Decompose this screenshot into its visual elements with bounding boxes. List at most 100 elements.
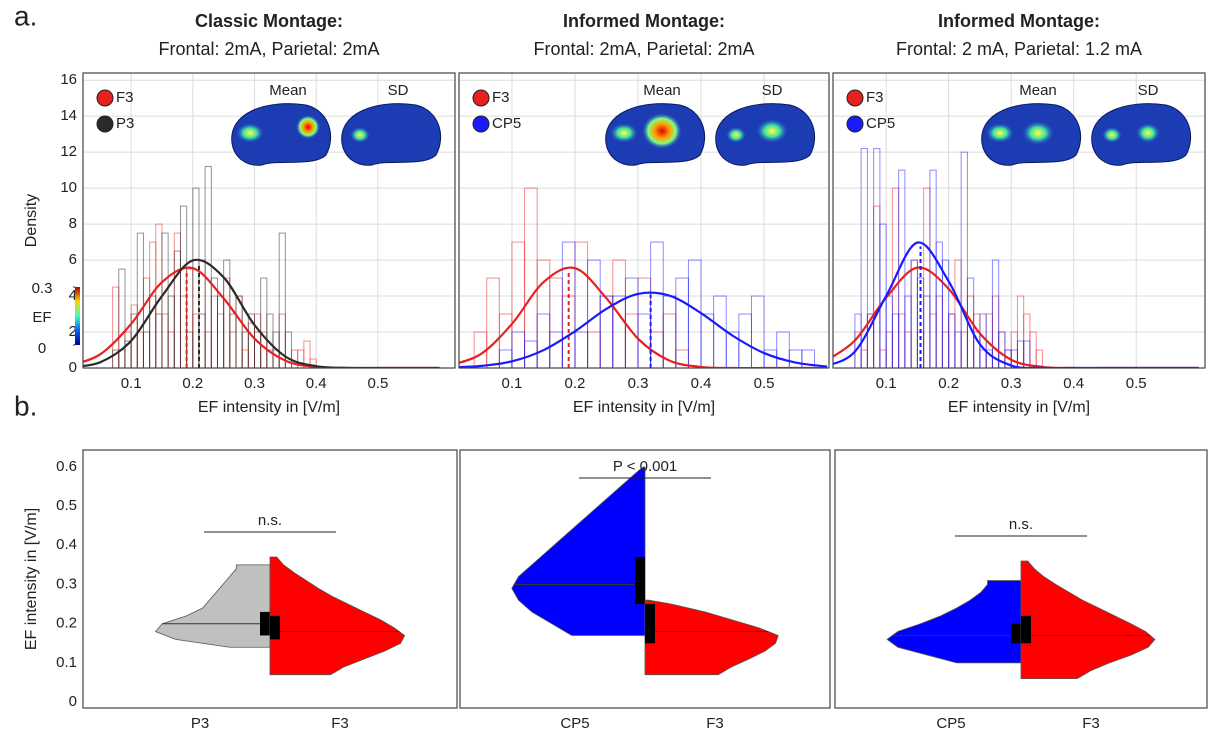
x-axis-label: EF intensity in [V/m] bbox=[948, 399, 1090, 416]
y-axis-label: EF intensity in [V/m] bbox=[23, 508, 40, 650]
histogram-bar bbox=[960, 151, 968, 368]
panel-label: b. bbox=[14, 390, 37, 421]
density-curve bbox=[83, 258, 440, 368]
plot-frame bbox=[82, 449, 458, 709]
x-tick-label: F3 bbox=[331, 715, 349, 732]
histogram-bar bbox=[991, 259, 1000, 368]
iqr-box bbox=[260, 611, 270, 636]
x-tick-label: 0.3 bbox=[244, 375, 265, 392]
iqr-box bbox=[645, 604, 655, 644]
brain-hotspot bbox=[610, 123, 638, 143]
y-axis-label: Density bbox=[23, 194, 40, 247]
y-tick-label: 0 bbox=[69, 693, 77, 710]
x-tick-label: 0.1 bbox=[121, 375, 142, 392]
panel: 0 2 4 6 8 10 12 14 16 Density 0.1 0.2 0.3 0.4 0.5 Class… bbox=[23, 11, 456, 416]
histogram-bar bbox=[801, 349, 816, 368]
panel-label: a. bbox=[14, 0, 37, 31]
x-tick-label: 0.2 bbox=[938, 375, 959, 392]
y-tick-label: 16 bbox=[60, 71, 77, 88]
iqr-box bbox=[635, 557, 645, 605]
x-tick-label: 0.3 bbox=[628, 375, 649, 392]
significance-label: n.s. bbox=[1009, 516, 1033, 533]
x-tick-label: 0.3 bbox=[1001, 375, 1022, 392]
violin-half bbox=[154, 564, 271, 648]
y-tick-label: 0.6 bbox=[56, 458, 77, 475]
x-tick-label: 0.5 bbox=[367, 375, 388, 392]
inset-label: Mean bbox=[1019, 82, 1057, 99]
colorbar bbox=[75, 287, 80, 345]
density-curve bbox=[83, 266, 440, 368]
x-tick-label: P3 bbox=[191, 715, 209, 732]
histogram-bar bbox=[860, 148, 868, 368]
violin-half bbox=[511, 466, 646, 636]
legend-label: F3 bbox=[492, 89, 510, 106]
chart-title: Classic Montage: bbox=[195, 11, 343, 31]
x-axis-label: EF intensity in [V/m] bbox=[573, 399, 715, 416]
inset-label: SD bbox=[1138, 82, 1159, 99]
plot-frame bbox=[459, 449, 831, 709]
chart-title: Informed Montage: bbox=[938, 11, 1100, 31]
violin-half bbox=[1020, 560, 1156, 679]
y-tick-label: 0.2 bbox=[56, 615, 77, 632]
brain-hotspot bbox=[350, 127, 370, 143]
inset-label: Mean bbox=[269, 82, 307, 99]
y-tick-label: 14 bbox=[60, 107, 77, 124]
y-tick-label: 12 bbox=[60, 143, 77, 160]
plot-frame bbox=[458, 72, 830, 369]
chart-subtitle: Frontal: 2mA, Parietal: 2mA bbox=[533, 39, 754, 59]
y-tick-label: 4 bbox=[69, 287, 77, 304]
x-tick-label: CP5 bbox=[936, 715, 965, 732]
legend-label: F3 bbox=[116, 89, 134, 106]
brain-hotspot bbox=[642, 113, 682, 149]
plot-frame bbox=[834, 449, 1208, 709]
legend-label: P3 bbox=[116, 115, 134, 132]
histogram-bar bbox=[192, 187, 200, 368]
legend-marker bbox=[472, 89, 490, 107]
histogram-bar bbox=[118, 268, 126, 368]
x-tick-label: 0.2 bbox=[565, 375, 586, 392]
chart-title: Informed Montage: bbox=[563, 11, 725, 31]
brain-hotspot bbox=[1136, 123, 1160, 143]
iqr-box bbox=[270, 615, 280, 640]
chart-subtitle: Frontal: 2 mA, Parietal: 1.2 mA bbox=[896, 39, 1142, 59]
iqr-box bbox=[1011, 623, 1021, 644]
brain-hotspot bbox=[296, 115, 320, 139]
x-tick-label: 0.2 bbox=[182, 375, 203, 392]
x-axis-label: EF intensity in [V/m] bbox=[198, 399, 340, 416]
y-tick-label: 0.3 bbox=[56, 575, 77, 592]
significance-label: n.s. bbox=[258, 512, 282, 529]
x-tick-label: 0.5 bbox=[754, 375, 775, 392]
x-tick-label: F3 bbox=[706, 715, 724, 732]
x-tick-label: F3 bbox=[1082, 715, 1100, 732]
y-tick-label: 0.4 bbox=[56, 536, 77, 553]
density-curve bbox=[459, 266, 828, 368]
brain-inset bbox=[341, 103, 442, 166]
density-curve bbox=[459, 291, 828, 368]
plot-frame bbox=[832, 72, 1206, 369]
legend-label: CP5 bbox=[866, 115, 895, 132]
iqr-box bbox=[1021, 615, 1031, 644]
legend-label: F3 bbox=[866, 89, 884, 106]
x-tick-label: 0.4 bbox=[1063, 375, 1084, 392]
panel: CP5 F3 P < 0.001 bbox=[459, 449, 831, 732]
x-tick-label: 0.1 bbox=[876, 375, 897, 392]
legend-marker bbox=[96, 89, 114, 107]
y-tick-label: 0 bbox=[69, 359, 77, 376]
y-tick-label: 0.1 bbox=[56, 654, 77, 671]
histogram-bar bbox=[278, 232, 286, 368]
brain-hotspot bbox=[726, 127, 746, 143]
x-tick-label: 0.5 bbox=[1126, 375, 1147, 392]
violin-half bbox=[269, 556, 406, 676]
inset-label: SD bbox=[388, 82, 409, 99]
panel: 0.1 0.2 0.3 0.4 0.5 Informed Montage: Frontal:… bbox=[832, 11, 1206, 416]
y-tick-label: 10 bbox=[60, 179, 77, 196]
histogram-bar bbox=[561, 241, 576, 368]
legend-marker bbox=[846, 89, 864, 107]
histogram-bar bbox=[136, 232, 144, 368]
y-tick-label: 0.5 bbox=[56, 497, 77, 514]
x-tick-label: 0.4 bbox=[306, 375, 327, 392]
colorbar-label: EF bbox=[32, 309, 51, 326]
violin-half bbox=[886, 580, 1022, 664]
x-tick-label: 0.4 bbox=[691, 375, 712, 392]
